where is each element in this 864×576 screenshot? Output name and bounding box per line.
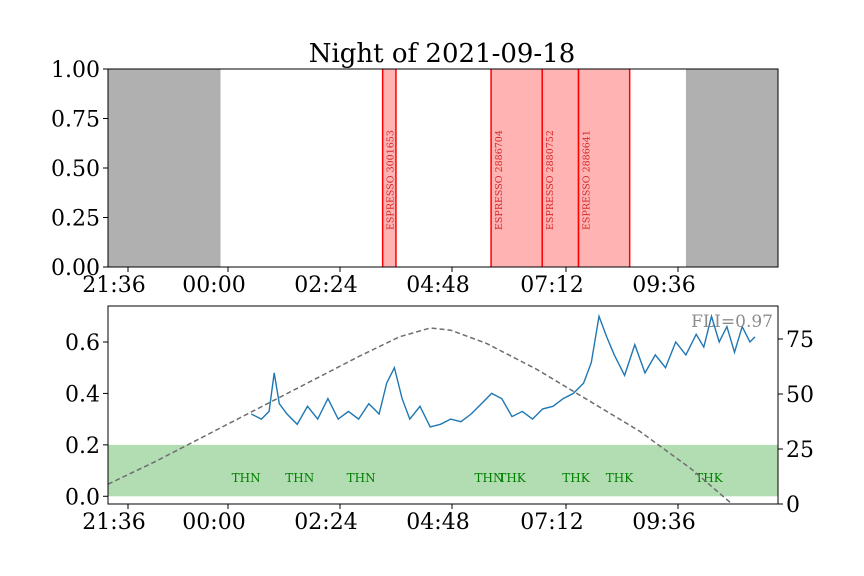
condition-label: THN [475, 471, 504, 485]
daytime-shade-1 [685, 69, 778, 267]
daytime-shade-0 [108, 69, 221, 267]
schedule-y-axis: 0.00 0.25 0.50 0.75 1.00 [51, 58, 108, 281]
y-tick-label: 0.00 [51, 256, 100, 281]
observation-label: ESPRESSO 2886641 [582, 130, 593, 230]
x-tick-label: 09:36 [632, 273, 695, 298]
good-seeing-band [108, 444, 778, 497]
observation-block [578, 69, 630, 267]
x-tick-label: 07:12 [520, 273, 583, 298]
x-tick-label: 09:36 [632, 510, 695, 535]
observation-label: ESPRESSO 2880752 [545, 130, 556, 230]
y-left-tick-label: 0.4 [65, 382, 100, 407]
observation-label: ESPRESSO 2886704 [494, 130, 505, 230]
condition-label: THN [285, 471, 314, 485]
seeing-line [250, 313, 756, 428]
y-right-tick-label: 25 [786, 438, 814, 463]
y-left-tick-label: 0.2 [65, 434, 100, 459]
x-tick-label: 02:24 [294, 510, 357, 535]
chart-title: Night of 2021-09-18 [309, 39, 576, 69]
y-tick-label: 0.75 [51, 108, 100, 133]
y-tick-label: 0.25 [51, 207, 100, 232]
y-tick-label: 0.50 [51, 157, 100, 182]
conditions-x-axis: 21:36 00:00 02:24 04:48 07:12 09:36 [82, 504, 696, 535]
conditions-panel-frame [107, 305, 779, 505]
good-seeing-band-group [108, 444, 778, 497]
y-tick-label: 1.00 [51, 58, 100, 83]
fli-annotation: FLI=0.97 [691, 312, 773, 332]
x-tick-label: 21:36 [82, 510, 145, 535]
elevation-y-axis: 0 25 50 75 [778, 328, 814, 518]
x-tick-label: 04:48 [406, 510, 469, 535]
x-tick-label: 07:12 [520, 510, 583, 535]
observation-label: ESPRESSO 3001653 [386, 130, 397, 230]
condition-label: THK [498, 471, 526, 485]
condition-label: THK [606, 471, 634, 485]
schedule-x-axis: 21:36 00:00 02:24 04:48 07:12 09:36 [82, 267, 696, 298]
x-tick-label: 00:00 [182, 510, 245, 535]
x-tick-label: 21:36 [82, 273, 145, 298]
x-tick-label: 04:48 [406, 273, 469, 298]
observation-block [382, 69, 396, 267]
x-tick-label: 02:24 [294, 273, 357, 298]
observation-block [542, 69, 579, 267]
y-left-tick-label: 0.6 [65, 331, 100, 356]
condition-label: THK [695, 471, 723, 485]
y-right-tick-label: 75 [786, 328, 814, 353]
daytime-shading-group [108, 69, 778, 267]
y-right-tick-label: 0 [786, 493, 800, 518]
seeing-y-axis: 0.0 0.2 0.4 0.6 [65, 331, 108, 510]
condition-label: THK [562, 471, 590, 485]
observation-block [491, 69, 543, 267]
y-left-tick-label: 0.0 [65, 485, 100, 510]
condition-label: THN [232, 471, 261, 485]
seeing-series-group [250, 313, 756, 428]
observation-blocks-group: ESPRESSO 3001653 ESPRESSO 2886704 ESPRESSO… [381, 69, 631, 267]
condition-label: THN [347, 471, 376, 485]
y-right-tick-label: 50 [786, 383, 814, 408]
schedule-panel: ESPRESSO 3001653 ESPRESSO 2886704 ESPRESSO… [51, 58, 779, 298]
x-tick-label: 00:00 [182, 273, 245, 298]
